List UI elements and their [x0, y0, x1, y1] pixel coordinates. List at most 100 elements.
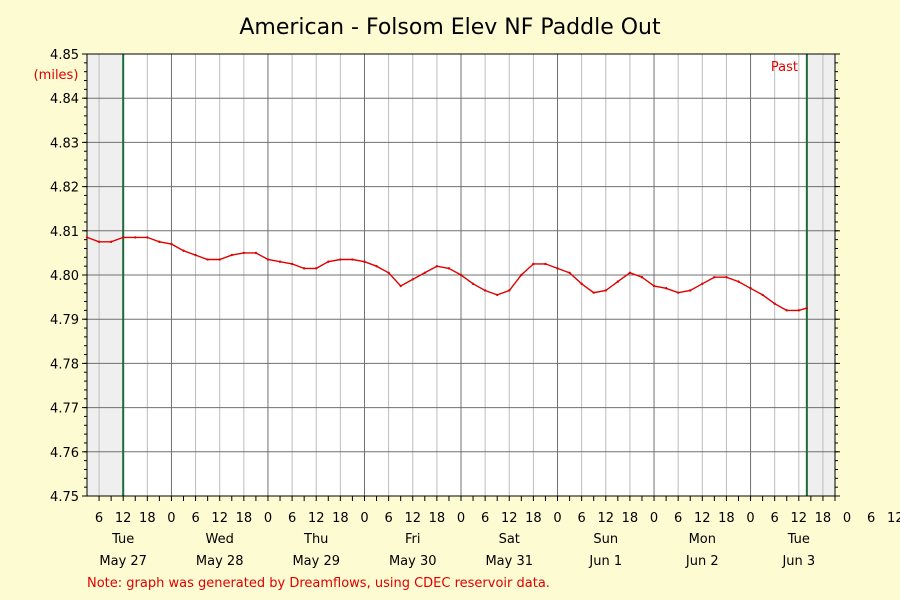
- x-hour-label: 12: [791, 511, 808, 526]
- x-date-label: Jun 1: [588, 554, 622, 569]
- x-hour-label: 18: [236, 511, 253, 526]
- elevation-data-point: [471, 282, 475, 286]
- x-hour-label: 6: [578, 511, 586, 526]
- elevation-data-point: [676, 291, 680, 294]
- elevation-data-point: [713, 276, 716, 279]
- elevation-data-point: [375, 264, 378, 268]
- x-hour-label: 0: [553, 511, 561, 526]
- x-hour-label: 6: [481, 511, 489, 526]
- y-tick-label: 4.78: [50, 357, 79, 372]
- x-hour-label: 0: [843, 511, 851, 526]
- x-hour-label: 12: [404, 511, 421, 526]
- elevation-data-point: [556, 267, 559, 270]
- x-date-label: May 27: [99, 554, 147, 569]
- x-hour-label: 0: [746, 511, 754, 526]
- y-tick-label: 4.77: [50, 402, 79, 417]
- x-weekday-label: Mon: [689, 532, 716, 547]
- y-tick-label: 4.80: [50, 269, 79, 284]
- elevation-data-point: [689, 289, 692, 292]
- x-hour-label: 18: [525, 511, 542, 526]
- elevation-data-point: [206, 258, 209, 261]
- elevation-data-point: [411, 278, 414, 281]
- plot-area: 4.75 4.76 4.77 4.78 4.79 4.80 4.81 4.82 4.83 4.84…: [50, 48, 900, 569]
- x-hour-label: 6: [288, 511, 296, 526]
- elevation-data-point: [447, 267, 451, 270]
- elevation-data-point: [805, 306, 809, 310]
- x-hour-label: 18: [429, 511, 446, 526]
- elevation-data-point: [121, 236, 125, 239]
- y-unit-label: (miles): [34, 68, 79, 83]
- x-weekday-label: Tue: [111, 532, 134, 547]
- y-tick-label: 4.83: [50, 136, 79, 151]
- elevation-data-point: [797, 309, 801, 312]
- elevation-data-point: [520, 273, 523, 277]
- x-hour-label: 6: [674, 511, 682, 526]
- elevation-data-point: [85, 236, 89, 239]
- x-hour-label: 0: [167, 511, 175, 526]
- elevation-data-point: [580, 282, 583, 286]
- x-date-label: May 29: [292, 554, 340, 569]
- elevation-data-point: [423, 271, 427, 274]
- elevation-data-point: [218, 258, 221, 261]
- x-weekday-label: Sun: [593, 532, 618, 547]
- elevation-data-point: [568, 271, 571, 274]
- x-hour-label: 12: [211, 511, 228, 526]
- x-weekday-label: Tue: [787, 532, 810, 547]
- elevation-data-point: [266, 258, 270, 261]
- x-hour-label: 12: [598, 511, 615, 526]
- y-tick-label: 4.75: [50, 490, 79, 505]
- elevation-data-point: [652, 284, 656, 288]
- x-hour-label: 6: [867, 511, 875, 526]
- x-hour-label: 0: [360, 511, 368, 526]
- elevation-data-point: [532, 262, 535, 266]
- plot-border: [86, 53, 836, 497]
- elevation-data-point: [158, 240, 161, 244]
- elevation-data-point: [459, 273, 463, 277]
- elevation-data-point: [640, 276, 644, 279]
- elevation-data-point: [701, 282, 704, 286]
- x-hour-label: 6: [771, 511, 779, 526]
- elevation-data-point: [387, 271, 390, 274]
- elevation-data-point: [483, 289, 487, 292]
- x-hour-label: 12: [501, 511, 518, 526]
- y-tick-label: 4.76: [50, 446, 79, 461]
- x-hour-label: 12: [694, 511, 711, 526]
- elevation-data-point: [302, 267, 306, 270]
- elevation-data-point: [170, 242, 173, 246]
- x-weekday-label: Sat: [499, 532, 520, 547]
- elevation-data-point: [230, 253, 233, 257]
- x-hour-label: 0: [264, 511, 272, 526]
- x-hour-label: 0: [457, 511, 465, 526]
- elevation-data-point: [134, 236, 137, 239]
- elevation-data-point: [254, 251, 258, 255]
- elevation-data-point: [773, 302, 776, 305]
- elevation-data-point: [290, 262, 294, 266]
- elevation-data-point: [97, 240, 101, 244]
- x-weekday-label: Wed: [206, 532, 234, 547]
- elevation-data-point: [508, 289, 511, 292]
- x-hour-label: 6: [191, 511, 199, 526]
- elevation-data-point: [146, 236, 149, 239]
- elevation-data-point: [616, 280, 620, 283]
- elevation-data-point: [592, 291, 595, 294]
- y-tick-label: 4.84: [50, 92, 79, 107]
- x-hour-label: 6: [384, 511, 392, 526]
- elevation-data-point: [737, 280, 740, 283]
- elevation-data-point: [725, 276, 728, 279]
- x-hour-label: 12: [308, 511, 325, 526]
- elevation-data-point: [495, 293, 499, 297]
- elevation-data-point: [327, 260, 330, 263]
- x-hour-label: 18: [718, 511, 735, 526]
- x-hour-label: 18: [815, 511, 832, 526]
- x-hour-label: 12: [887, 511, 900, 526]
- elevation-data-point: [544, 262, 547, 266]
- elevation-data-point: [604, 289, 607, 292]
- elevation-data-point: [761, 293, 764, 297]
- y-tick-label: 4.79: [50, 313, 79, 328]
- chart-title: American - Folsom Elev NF Paddle Out: [239, 15, 661, 40]
- x-hour-label: 18: [332, 511, 349, 526]
- past-period-label: Past: [771, 60, 798, 75]
- x-date-label: May 28: [196, 554, 244, 569]
- y-tick-label: 4.81: [50, 225, 79, 240]
